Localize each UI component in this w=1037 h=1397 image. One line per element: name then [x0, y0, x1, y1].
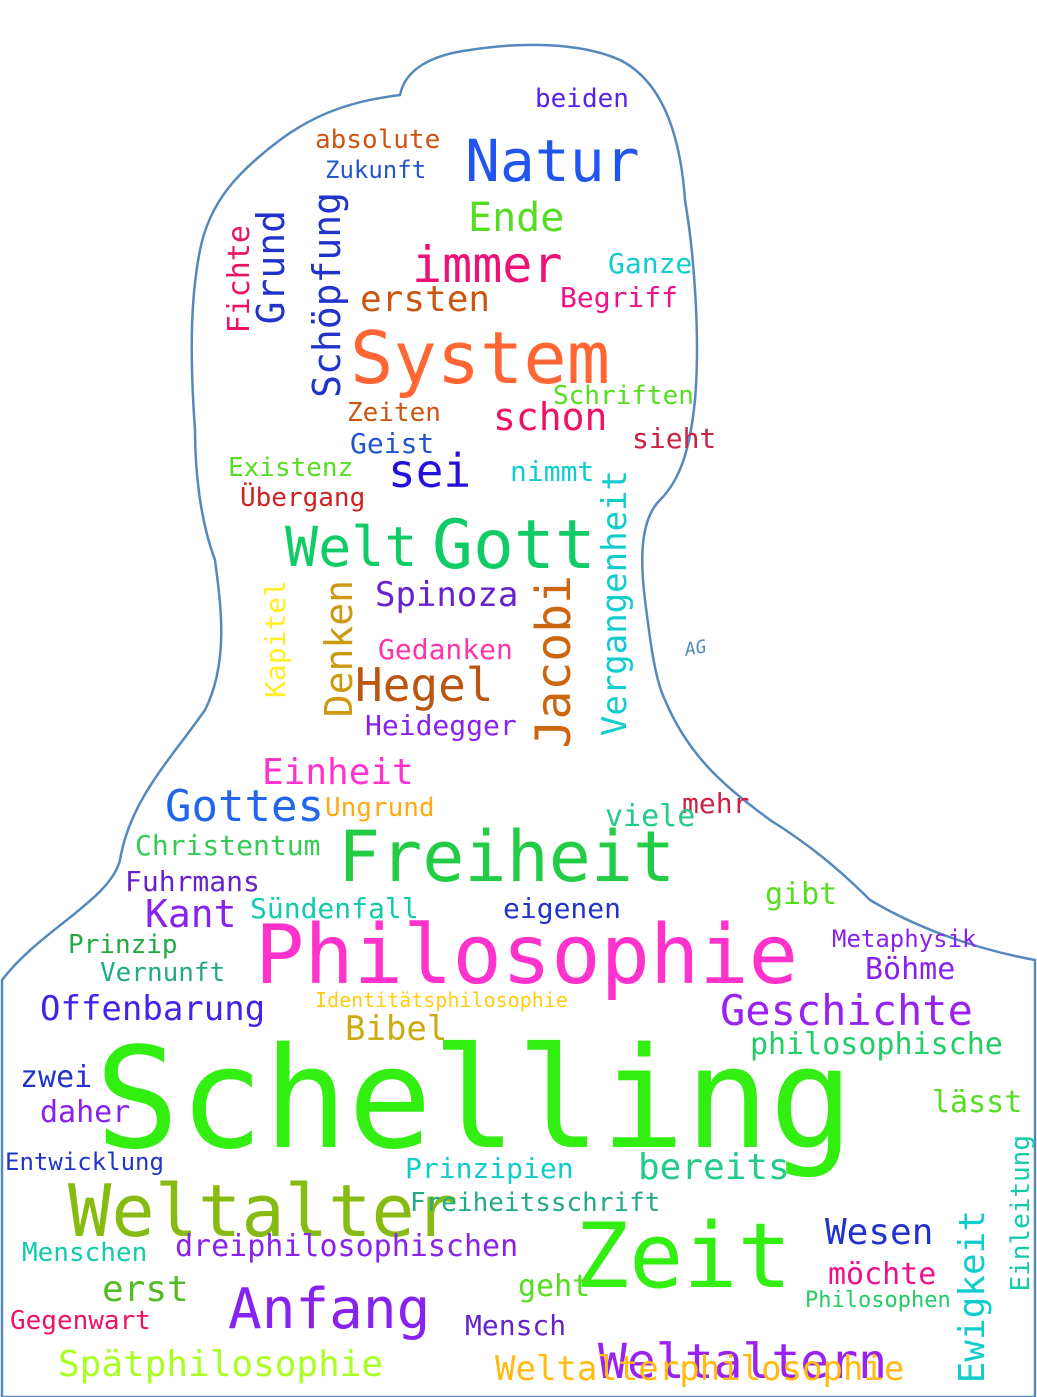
word: Identitätsphilosophie [315, 988, 568, 1012]
word: Fichte [222, 225, 257, 334]
word: Mensch [465, 1309, 567, 1342]
word: nimmt [510, 455, 595, 488]
word: Menschen [22, 1238, 148, 1268]
word: Welt [285, 515, 418, 579]
word: Heidegger [365, 709, 517, 742]
word: Geist [350, 427, 435, 460]
word: Kapitel [259, 580, 292, 699]
word: Gegenwart [10, 1306, 151, 1336]
word: Metaphysik [832, 925, 977, 953]
word: Wesen [825, 1212, 934, 1253]
word: Zeit [575, 1204, 792, 1309]
word: Böhme [865, 952, 956, 987]
word: mehr [682, 787, 750, 820]
word: Zukunft [325, 156, 427, 184]
word: Fuhrmans [125, 865, 260, 898]
word: Zeiten [347, 398, 441, 428]
word: gibt [765, 877, 838, 912]
word: Denken [317, 580, 361, 718]
word: Schriften [553, 381, 694, 411]
word: möchte [828, 1257, 937, 1292]
word: Ungrund [325, 793, 435, 823]
word: Weltalterphilosophie [495, 1349, 905, 1389]
word: immer [412, 236, 563, 294]
word: zwei [20, 1060, 93, 1095]
word: schon [493, 395, 608, 439]
word: Ganze [608, 247, 693, 280]
word: Spätphilosophie [58, 1344, 384, 1385]
word: absolute [315, 125, 441, 155]
word: Hegel [355, 658, 494, 712]
word: Übergang [240, 483, 366, 513]
word: Prinzip [68, 930, 178, 960]
word: ersten [360, 279, 491, 320]
word: Anfang [228, 1277, 431, 1342]
word: viele [605, 799, 696, 834]
word: daher [40, 1095, 131, 1130]
word: Bibel [345, 1009, 448, 1049]
word: Freiheit [338, 816, 676, 898]
word: lässt [932, 1085, 1023, 1120]
word: Gott [432, 506, 596, 585]
word: erst [102, 1269, 189, 1310]
word: Ewigkeit [952, 1210, 993, 1384]
word: Begriff [560, 281, 679, 314]
word: Schöpfung [305, 192, 349, 398]
word: sieht [632, 422, 717, 455]
word: Ende [468, 195, 565, 241]
word: Sündenfall [250, 892, 419, 925]
word: Einleitung [1006, 1135, 1036, 1292]
word: Einheit [262, 752, 414, 793]
word: Natur [465, 127, 640, 195]
word: Vernunft [100, 958, 226, 988]
word: Offenbarung [40, 989, 266, 1029]
word: beiden [535, 84, 629, 114]
word: dreiphilosophischen [175, 1229, 519, 1264]
word: Existenz [228, 453, 354, 483]
word: Philosophie [255, 908, 799, 1003]
signature: AG [683, 636, 709, 661]
word: Freiheitsschrift [410, 1188, 661, 1218]
word: eigenen [503, 892, 622, 925]
word: Jacobi [526, 575, 582, 749]
word: Gedanken [378, 633, 513, 666]
word: Grund [249, 210, 293, 325]
word: Philosophen [805, 1288, 951, 1313]
word: Weltaltern [598, 1334, 887, 1390]
word: Kant [145, 892, 237, 936]
outline-path [0, 43, 1037, 1397]
word: Prinzipien [405, 1152, 574, 1185]
word: sei [388, 444, 472, 498]
word: System [350, 316, 611, 400]
word: bereits [638, 1147, 790, 1188]
word: Gottes [165, 781, 324, 832]
word: Geschichte [720, 986, 973, 1035]
word: philosophische [750, 1027, 1003, 1062]
word: geht [518, 1269, 591, 1304]
word: Christentum [135, 829, 321, 862]
word: Entwicklung [5, 1148, 164, 1176]
word: Schelling [95, 1018, 854, 1181]
word: Weltalter [68, 1169, 459, 1253]
word: Spinoza [375, 575, 519, 615]
word: Vergangenheit [595, 470, 635, 737]
